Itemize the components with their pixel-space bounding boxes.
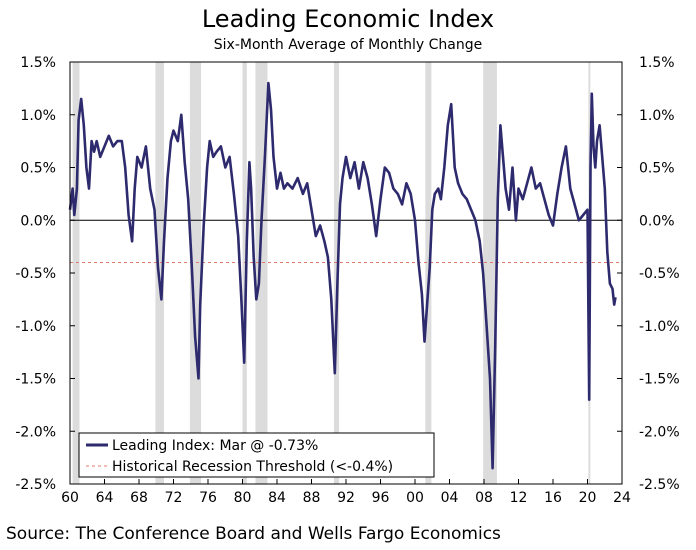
y-tick-label-left: 1.0%: [20, 108, 56, 124]
x-tick-label: 80: [234, 490, 252, 506]
x-tick-label: 88: [303, 490, 321, 506]
y-tick-label-right: 0.5%: [639, 161, 675, 177]
legend-box: [78, 432, 435, 478]
y-tick-label-right: -1.5%: [639, 372, 680, 388]
leading-index-line: [68, 81, 617, 470]
y-tick-label-right: -2.0%: [639, 424, 680, 440]
y-tick-label-left: 1.5%: [20, 55, 56, 71]
x-tick-label: 96: [372, 490, 390, 506]
recession-band: [242, 62, 247, 484]
y-tick-label-left: -0.5%: [15, 266, 56, 282]
source-note: Source: The Conference Board and Wells F…: [6, 524, 501, 544]
line-chart: 1.5% 1.5% 1.0% 1.0% 0.5% 0.5% 0.0% 0.0% -0.5% -0.…: [15, 55, 679, 506]
zero-line-group: [70, 219, 622, 263]
x-tick-label: 76: [199, 490, 217, 506]
recession-bands: [72, 62, 591, 484]
y-tick-label-right: 0.0%: [639, 213, 675, 229]
y-tick-label-right: -1.0%: [639, 319, 680, 335]
x-tick-label: 60: [61, 490, 79, 506]
recession-band: [72, 62, 80, 484]
recession-band: [189, 62, 202, 484]
x-tick-label: 84: [268, 490, 286, 506]
y-tick-label-right: 1.5%: [639, 55, 675, 71]
x-tick-label: 92: [337, 490, 355, 506]
x-tick-label: 12: [510, 490, 528, 506]
x-tick-label: 20: [579, 490, 597, 506]
legend-label-threshold: Historical Recession Threshold (<-0.4%): [112, 459, 393, 475]
x-tick-label: 72: [165, 490, 183, 506]
x-tick-label: 04: [441, 490, 459, 506]
x-tick-label: 00: [406, 490, 424, 506]
y-tick-label-right: -2.5%: [639, 477, 680, 493]
y-tick-label-left: 0.0%: [20, 213, 56, 229]
x-tick-label: 64: [96, 490, 114, 506]
y-tick-label-left: -2.5%: [15, 477, 56, 493]
x-tick-label: 24: [613, 490, 631, 506]
legend: Leading Index: Mar @ -0.73% Historical Re…: [78, 432, 435, 478]
y-tick-label-left: -1.5%: [15, 372, 56, 388]
x-tick-label: 68: [130, 490, 148, 506]
x-tick-label: 08: [475, 490, 493, 506]
chart-subtitle: Six-Month Average of Monthly Change: [213, 37, 483, 53]
y-tick-label-right: 1.0%: [639, 108, 675, 124]
axes-group: 1.5% 1.5% 1.0% 1.0% 0.5% 0.5% 0.0% 0.0% -0.5% -0.…: [15, 55, 679, 506]
y-tick-label-right: -0.5%: [639, 266, 680, 282]
plot-frame: [69, 61, 623, 485]
chart-title: Leading Economic Index: [201, 5, 495, 33]
y-tick-label-left: 0.5%: [20, 161, 56, 177]
legend-label-leading-index: Leading Index: Mar @ -0.73%: [112, 438, 318, 454]
y-tick-label-left: -1.0%: [15, 319, 56, 335]
y-tick-label-left: -2.0%: [15, 424, 56, 440]
x-tick-label: 16: [544, 490, 562, 506]
series-group: [68, 81, 617, 470]
